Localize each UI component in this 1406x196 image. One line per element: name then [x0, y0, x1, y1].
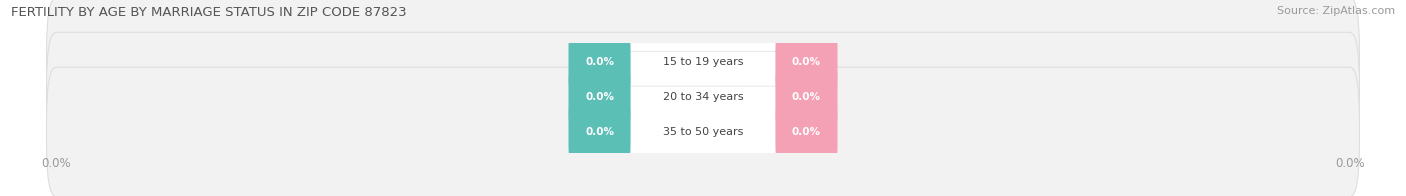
Text: 0.0%: 0.0% [585, 57, 614, 67]
Text: 15 to 19 years: 15 to 19 years [662, 57, 744, 67]
Text: 20 to 34 years: 20 to 34 years [662, 92, 744, 102]
FancyBboxPatch shape [626, 51, 780, 143]
FancyBboxPatch shape [626, 86, 780, 178]
FancyBboxPatch shape [626, 16, 780, 108]
Text: 0.0%: 0.0% [792, 57, 821, 67]
FancyBboxPatch shape [46, 67, 1360, 196]
Text: 0.0%: 0.0% [585, 127, 614, 137]
FancyBboxPatch shape [568, 93, 630, 171]
FancyBboxPatch shape [776, 23, 838, 101]
FancyBboxPatch shape [568, 58, 630, 136]
Text: 0.0%: 0.0% [792, 92, 821, 102]
Legend: Married, Unmarried: Married, Unmarried [624, 193, 782, 196]
FancyBboxPatch shape [776, 58, 838, 136]
Text: 0.0%: 0.0% [585, 92, 614, 102]
FancyBboxPatch shape [46, 0, 1360, 127]
Text: 35 to 50 years: 35 to 50 years [662, 127, 744, 137]
FancyBboxPatch shape [46, 32, 1360, 162]
Text: Source: ZipAtlas.com: Source: ZipAtlas.com [1277, 6, 1395, 16]
Text: 0.0%: 0.0% [792, 127, 821, 137]
Text: FERTILITY BY AGE BY MARRIAGE STATUS IN ZIP CODE 87823: FERTILITY BY AGE BY MARRIAGE STATUS IN Z… [11, 6, 406, 19]
FancyBboxPatch shape [776, 93, 838, 171]
FancyBboxPatch shape [568, 23, 630, 101]
